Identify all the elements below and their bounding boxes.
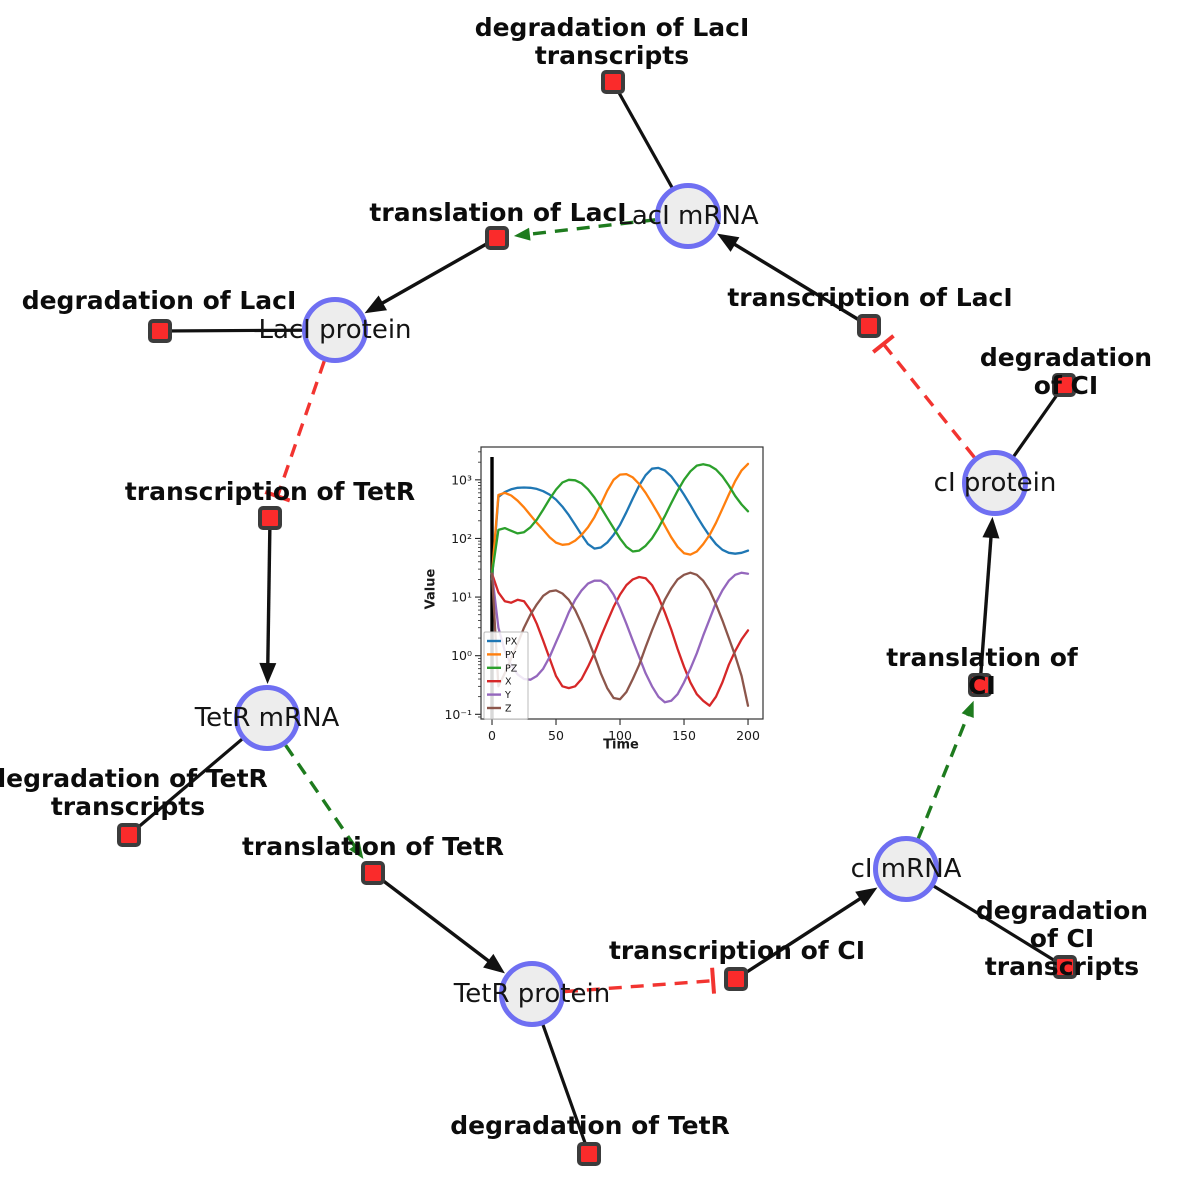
- reaction-label-transcription_laci: transcription of LacI: [727, 283, 1013, 312]
- reaction-node-deg_laci_tx: [601, 70, 625, 94]
- edge-activation-ci_mrna-translation_ci-arrowhead: [961, 700, 974, 719]
- chart-legend: PX PY PZ XYZ: [483, 631, 529, 720]
- reaction-node-transcription_ci: [724, 967, 748, 991]
- species-node-tetr_protein: [499, 961, 565, 1027]
- edge-inhibition-tetr_protein-transcription_ci-tbar: [710, 967, 717, 994]
- species-node-ci_protein: [962, 450, 1028, 516]
- reaction-label-deg_ci: degradation of CI: [979, 343, 1153, 400]
- legend-label-X: X: [505, 677, 512, 688]
- reaction-node-translation_ci: [968, 673, 992, 697]
- legend-label-Z: Z: [505, 704, 512, 715]
- edge-arrow-translation_ci-ci_protein: [978, 533, 993, 686]
- reaction-label-deg_laci_tx: degradation of LacI transcripts: [474, 13, 750, 70]
- edge-arrow-transcription_laci-laci_mrna: [730, 241, 870, 328]
- reaction-label-deg_laci: degradation of LacI: [21, 286, 297, 315]
- series-Z: [490, 571, 750, 707]
- x-tick-label: 50: [548, 728, 564, 743]
- legend-label-PX: PX: [505, 637, 518, 648]
- reaction-label-transcription_tetr: transcription of TetR: [124, 477, 416, 506]
- species-node-ci_mrna: [873, 836, 939, 902]
- reaction-node-deg_laci: [148, 319, 172, 343]
- x-tick-label: 0: [488, 728, 496, 743]
- reaction-label-translation_laci: translation of LacI: [369, 198, 627, 227]
- edge-inhibition-laci_protein-transcription_tetr-tbar: [264, 490, 291, 503]
- edge-arrow-transcription_ci-ci_mrna-arrowhead: [855, 887, 878, 907]
- y-tick-label: 10¹: [451, 590, 472, 605]
- plot-frame: [480, 446, 764, 720]
- x-tick-label: 150: [672, 728, 696, 743]
- series-X: [490, 572, 750, 707]
- inset-timeseries-chart: 10⁻¹ 10⁰ 10¹ 10² 10³ 0 50 100 150 200 PX PY PZ X Y Z Ti…: [420, 438, 770, 760]
- edge-activation-tetr_mrna-translation_tetr-arrowhead: [349, 842, 364, 859]
- reaction-node-translation_tetr: [361, 861, 385, 885]
- reaction-node-deg_tetr: [577, 1142, 601, 1166]
- edge-inhibition-tetr_protein-transcription_ci: [564, 978, 714, 994]
- y-tick-label: 10⁰: [451, 648, 472, 663]
- edge-inhibition-laci_protein-transcription_tetr: [275, 360, 326, 497]
- y-tick-label: 10²: [451, 531, 472, 546]
- series-PZ: [490, 463, 750, 575]
- reaction-node-transcription_laci: [857, 314, 881, 338]
- reaction-label-deg_tetr_tx: degradation of TetR transcripts: [0, 764, 268, 821]
- reaction-label-deg_ci_tx: degradation of CI transcripts: [975, 896, 1149, 981]
- reaction-node-deg_tetr_tx: [117, 823, 141, 847]
- edge-arrow-transcription_laci-laci_mrna-arrowhead: [717, 233, 740, 252]
- edge-arrow-transcription_tetr-tetr_mrna-arrowhead: [259, 662, 277, 685]
- y-tick-label: 10³: [451, 472, 472, 487]
- series-PX: [490, 466, 750, 581]
- edge-arrow-translation_tetr-tetr_protein-arrowhead: [483, 953, 505, 974]
- chart-xlabel: Time: [603, 737, 639, 753]
- series-PY: [490, 462, 750, 575]
- edge-arrow-translation_laci-laci_protein-arrowhead: [364, 295, 388, 314]
- edge-arrow-translation_tetr-tetr_protein: [371, 871, 493, 965]
- reaction-label-translation_ci: translation of CI: [886, 643, 1078, 700]
- reaction-node-deg_ci_tx: [1053, 955, 1077, 979]
- legend-label-Y: Y: [504, 690, 511, 701]
- edge-arrow-transcription_tetr-tetr_mrna: [266, 517, 272, 668]
- species-node-laci_protein: [302, 297, 368, 363]
- reaction-label-deg_tetr: degradation of TetR: [450, 1111, 730, 1140]
- species-label-laci_protein: LacI protein: [258, 315, 412, 345]
- edge-arrow-translation_ci-ci_protein-arrowhead: [982, 516, 1000, 539]
- reaction-node-transcription_tetr: [258, 506, 282, 530]
- species-label-tetr_protein: TetR protein: [453, 979, 611, 1009]
- chart-plot-area: 10⁻¹ 10⁰ 10¹ 10² 10³ 0 50 100 150 200 PX PY PZ XYZ: [444, 446, 764, 743]
- edge-inhibition-ci_protein-transcription_laci: [882, 342, 976, 459]
- series-Y: [490, 571, 750, 704]
- legend-label-PY: PY: [505, 650, 517, 661]
- edge-activation-laci_mrna-translation_laci-arrowhead: [513, 227, 531, 241]
- edge-arrow-transcription_ci-ci_mrna: [735, 895, 865, 981]
- reaction-label-transcription_ci: transcription of CI: [608, 936, 866, 965]
- y-tick-label: 10⁻¹: [444, 707, 472, 722]
- reaction-node-deg_ci: [1052, 373, 1076, 397]
- species-node-laci_mrna: [655, 183, 721, 249]
- edge-activation-ci_mrna-translation_ci: [916, 712, 971, 840]
- legend-label-PZ: PZ: [505, 663, 518, 674]
- edge-arrow-translation_laci-laci_protein: [378, 236, 498, 307]
- species-label-ci_protein: cI protein: [933, 468, 1057, 498]
- edge-inhibition-ci_protein-transcription_laci-tbar: [872, 334, 895, 354]
- x-tick-label: 100: [608, 728, 632, 743]
- x-tick-label: 200: [736, 728, 760, 743]
- species-node-tetr_mrna: [234, 685, 300, 751]
- species-label-tetr_mrna: TetR mRNA: [194, 703, 340, 733]
- reaction-label-translation_tetr: translation of TetR: [241, 832, 505, 861]
- species-label-laci_mrna: LacI mRNA: [617, 201, 759, 231]
- reaction-node-translation_laci: [485, 226, 509, 250]
- chart-ylabel: Value: [423, 568, 439, 610]
- species-label-ci_mrna: cI mRNA: [850, 854, 962, 884]
